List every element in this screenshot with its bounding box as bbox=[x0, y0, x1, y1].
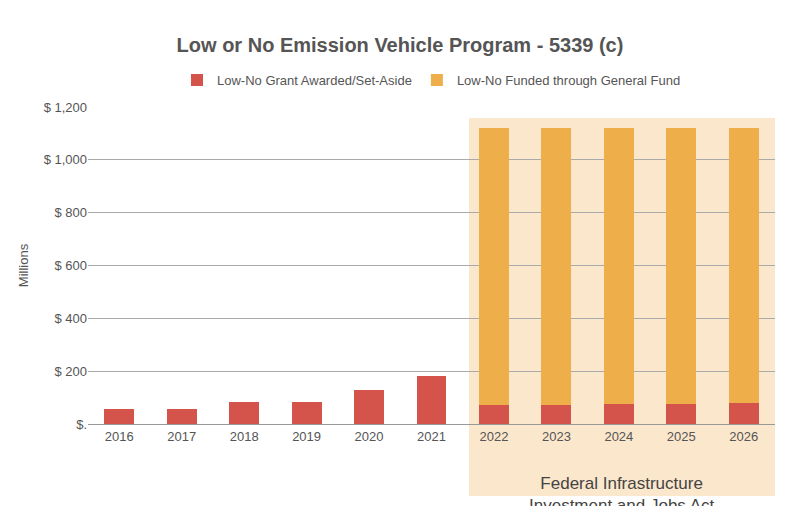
svg-text:2019: 2019 bbox=[292, 429, 321, 444]
svg-text:2020: 2020 bbox=[355, 429, 384, 444]
svg-text:2018: 2018 bbox=[230, 429, 259, 444]
svg-text:2017: 2017 bbox=[167, 429, 196, 444]
svg-text:Millions: Millions bbox=[16, 243, 31, 287]
svg-text:2022: 2022 bbox=[479, 429, 508, 444]
svg-text:$ 800: $ 800 bbox=[54, 205, 87, 220]
svg-text:2024: 2024 bbox=[604, 429, 633, 444]
svg-text:Federal InfrastructureInvestme: Federal InfrastructureInvestment and Job… bbox=[529, 474, 714, 506]
svg-text:Low-No Funded through General: Low-No Funded through General Fund bbox=[457, 73, 680, 88]
svg-text:Low-No Grant Awarded/Set-Aside: Low-No Grant Awarded/Set-Aside bbox=[217, 73, 412, 88]
svg-text:$.: $. bbox=[76, 417, 87, 432]
svg-text:$ 1,000: $ 1,000 bbox=[44, 152, 87, 167]
svg-text:2025: 2025 bbox=[667, 429, 696, 444]
svg-text:$ 1,200: $ 1,200 bbox=[44, 100, 87, 115]
svg-text:$ 600: $ 600 bbox=[54, 258, 87, 273]
svg-text:2016: 2016 bbox=[105, 429, 134, 444]
svg-text:$ 400: $ 400 bbox=[54, 311, 87, 326]
svg-text:2023: 2023 bbox=[542, 429, 571, 444]
svg-text:Low or No Emission Vehicle Pro: Low or No Emission Vehicle Program - 533… bbox=[177, 34, 624, 56]
svg-text:2026: 2026 bbox=[729, 429, 758, 444]
svg-text:$ 200: $ 200 bbox=[54, 364, 87, 379]
svg-text:2021: 2021 bbox=[417, 429, 446, 444]
